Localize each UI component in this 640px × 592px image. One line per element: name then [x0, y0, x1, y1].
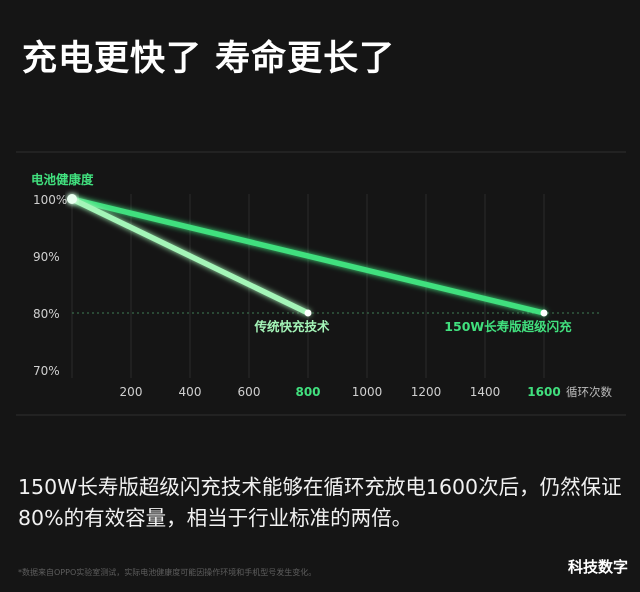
description-text: 150W长寿版超级闪充技术能够在循环充放电1600次后，仍然保证80%的有效容量… [18, 475, 622, 530]
series-end-point-0 [304, 309, 312, 317]
series-label-150w: 150W长寿版超级闪充 [444, 319, 572, 334]
x-axis-title: 循环次数 [566, 385, 612, 399]
series-line-1 [69, 196, 547, 316]
y-tick-label: 70% [33, 364, 60, 378]
x-tick-label-800: 800 [295, 385, 320, 399]
x-tick-label-1400: 1400 [470, 385, 501, 399]
chart-svg: 电池健康度 100% 90% 80% 70% 200 400 600 800 1000 1200 14… [16, 151, 626, 416]
x-tick-label-200: 200 [120, 385, 143, 399]
x-tick-label-600: 600 [238, 385, 261, 399]
watermark: 科技数字 [567, 558, 628, 576]
y-tick-label: 90% [33, 250, 60, 264]
x-tick-label-1000: 1000 [352, 385, 383, 399]
series-start-point [67, 194, 77, 204]
x-tick-label-1200: 1200 [411, 385, 442, 399]
y-tick-label: 80% [33, 307, 60, 321]
y-tick-label: 100% [33, 193, 67, 207]
series-end-point-1 [540, 309, 548, 317]
x-tick-label-1600: 1600 [527, 385, 560, 399]
footnote: *数据来自OPPO实验室测试，实际电池健康度可能因操作环境和手机型号发生变化。 [18, 568, 317, 577]
series-label-traditional: 传统快充技术 [253, 319, 330, 334]
battery-health-chart: 电池健康度 100% 90% 80% 70% 200 400 600 800 1000 1200 14… [0, 150, 640, 420]
page-title: 充电更快了 寿命更长了 [22, 39, 396, 79]
x-tick-label-400: 400 [179, 385, 202, 399]
y-axis-title: 电池健康度 [31, 172, 94, 187]
series-line-0 [69, 196, 311, 316]
